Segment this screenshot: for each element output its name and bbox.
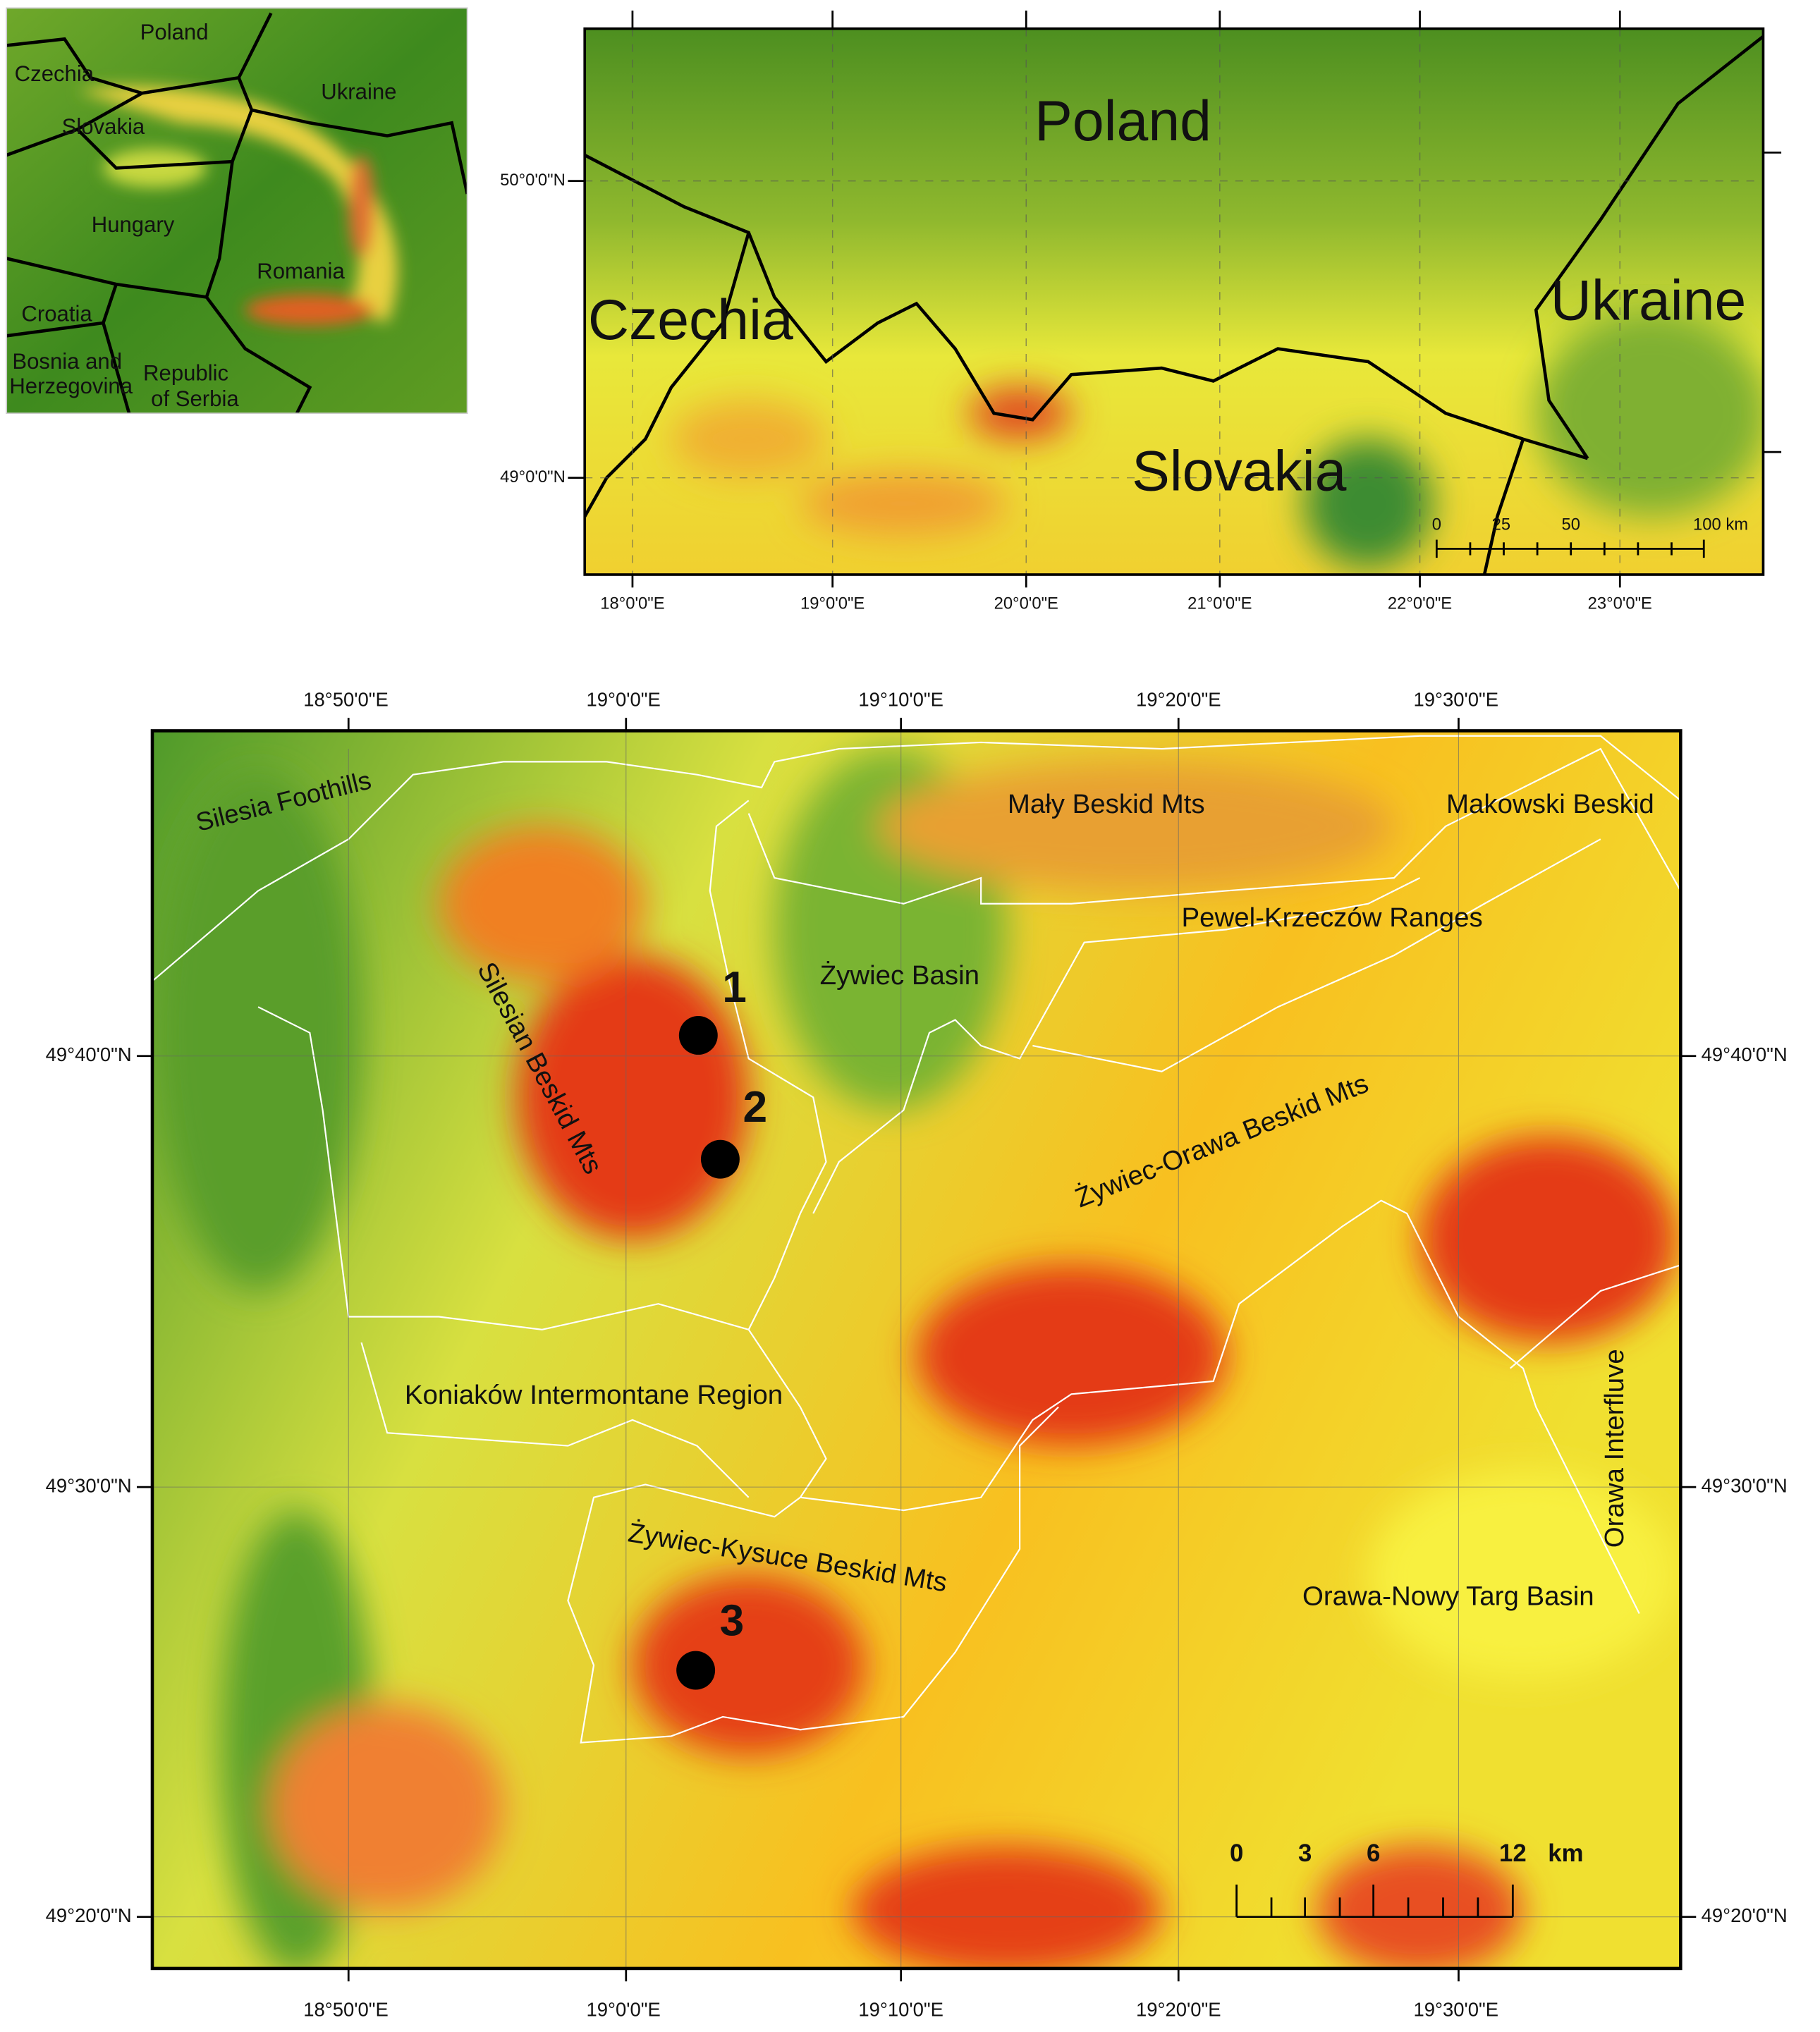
region-label: Orawa-Nowy Targ Basin — [1302, 1581, 1594, 1612]
inset-label: Romania — [257, 259, 345, 283]
lat-label: 49°40'0"N — [46, 1043, 132, 1065]
inset-label: Ukraine — [321, 79, 396, 104]
scale-label: 12 — [1499, 1840, 1527, 1867]
region-label: Makowski Beskid — [1446, 789, 1654, 819]
lon-label: 19°30'0"E — [1414, 689, 1499, 711]
lon-label: 19°0'0"E — [586, 1999, 660, 2021]
region-label: Koniaków Intermontane Region — [405, 1380, 783, 1410]
lat-label: 49°40'0"N — [1702, 1043, 1788, 1065]
lat-label: 49°0'0"N — [500, 467, 566, 486]
inset-label: Republic — [143, 360, 228, 385]
inset-label: Czechia — [15, 61, 94, 86]
main-map — [152, 730, 1681, 1969]
scale-label: km — [1548, 1840, 1583, 1867]
country-label: Ukraine — [1551, 269, 1747, 333]
country-label: Poland — [1034, 90, 1211, 153]
site-marker — [700, 1139, 740, 1179]
region-label: Mały Beskid Mts — [1008, 789, 1205, 819]
inset-label: Poland — [140, 20, 209, 44]
site-label: 2 — [743, 1083, 768, 1132]
lon-label: 19°10'0"E — [858, 1999, 943, 2021]
inset-frame — [6, 7, 468, 415]
lon-label: 19°20'0"E — [1136, 689, 1221, 711]
lon-label: 19°0'0"E — [586, 689, 660, 711]
lon-label: 22°0'0"E — [1388, 594, 1452, 613]
scale-label: 0 — [1230, 1840, 1243, 1867]
scale-label: 6 — [1367, 1840, 1380, 1867]
country-label: Slovakia — [1132, 439, 1347, 503]
inset-label: Slovakia — [62, 114, 145, 139]
lat-label: 49°30'0"N — [46, 1474, 132, 1496]
lon-label: 19°10'0"E — [858, 689, 943, 711]
overview-frame — [583, 27, 1765, 576]
lat-label: 49°20'0"N — [46, 1904, 132, 1926]
lon-label: 19°20'0"E — [1136, 1999, 1221, 2021]
site-label: 3 — [720, 1597, 745, 1646]
lon-label: 18°0'0"E — [600, 594, 664, 613]
main-ticks — [137, 718, 1697, 1982]
scale-label: 50 — [1561, 515, 1580, 534]
region-label: Pewel-Krzeczów Ranges — [1181, 902, 1482, 933]
lon-label: 19°30'0"E — [1414, 1999, 1499, 2021]
lat-label: 50°0'0"N — [500, 171, 566, 190]
inset-label: Croatia — [21, 301, 92, 326]
scale-label: 3 — [1298, 1840, 1312, 1867]
overview-map — [585, 28, 1764, 575]
region-label: Orawa Interfluve — [1599, 1349, 1630, 1548]
lat-label: 49°30'0"N — [1702, 1474, 1788, 1496]
sites — [676, 1016, 740, 1690]
scale-label: 0 — [1432, 515, 1441, 534]
main-frame — [150, 729, 1682, 1971]
lon-label: 23°0'0"E — [1588, 594, 1652, 613]
scale-label: 100 km — [1693, 515, 1748, 534]
site-marker — [676, 1651, 716, 1690]
scale-label: 25 — [1492, 515, 1510, 534]
inset-label: of Serbia — [151, 386, 239, 411]
lon-label: 19°0'0"E — [800, 594, 865, 613]
lat-label: 49°20'0"N — [1702, 1904, 1788, 1926]
inset-label: Herzegovina — [9, 374, 133, 398]
country-label: Czechia — [588, 288, 793, 352]
region-label: Żywiec Basin — [820, 960, 979, 991]
lon-label: 18°50'0"E — [303, 1999, 389, 2021]
lon-label: 20°0'0"E — [994, 594, 1058, 613]
site-label: 1 — [722, 963, 747, 1012]
inset-label: Hungary — [92, 212, 175, 237]
lon-label: 21°0'0"E — [1187, 594, 1252, 613]
lon-label: 18°50'0"E — [303, 689, 389, 711]
site-marker — [678, 1016, 718, 1055]
overview-ticks — [568, 11, 1782, 588]
inset-map — [6, 8, 468, 414]
inset-label: Bosnia and — [12, 349, 122, 374]
